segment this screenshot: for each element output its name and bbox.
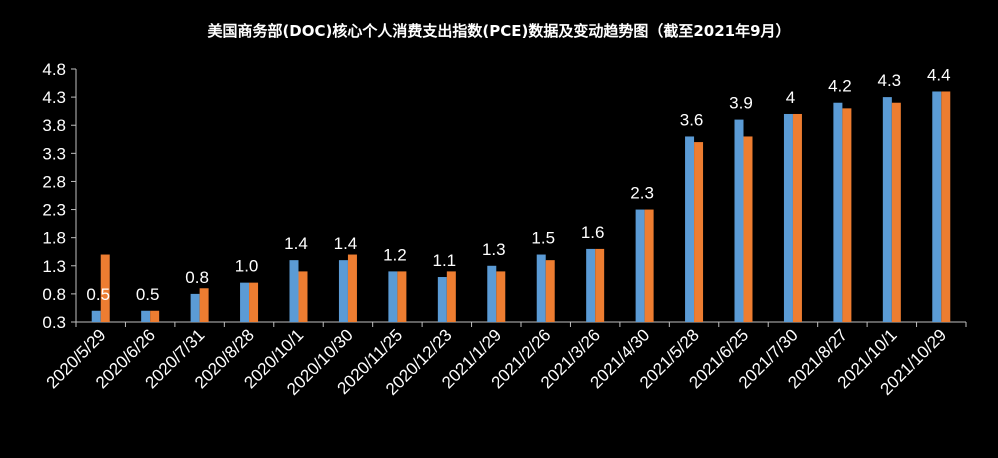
- data-label: 0.5: [86, 285, 110, 304]
- bar-series-2: [941, 91, 951, 322]
- bar-series-1: [289, 260, 299, 322]
- bar-series-1: [882, 97, 892, 322]
- data-label: 4.2: [828, 77, 852, 96]
- bar-series-2: [743, 136, 753, 322]
- bar-series-1: [141, 310, 151, 322]
- bar-series-2: [347, 254, 357, 322]
- bar-series-2: [694, 142, 704, 322]
- data-label: 0.8: [185, 268, 209, 287]
- y-tick-label: 1.3: [42, 257, 66, 276]
- bar-series-2: [842, 108, 852, 322]
- data-label: 1.3: [482, 240, 506, 259]
- bar-series-1: [536, 254, 546, 322]
- data-label: 1.0: [235, 257, 259, 276]
- y-tick-label: 0.8: [42, 285, 66, 304]
- bar-series-2: [792, 113, 802, 322]
- data-label: 3.6: [680, 110, 704, 129]
- data-label: 4: [786, 88, 795, 107]
- bar-series-1: [437, 277, 447, 322]
- bar-series-1: [388, 271, 398, 322]
- chart-title: 美国商务部(DOC)核心个人消费支出指数(PCE)数据及变动趋势图（截至2021…: [207, 22, 791, 40]
- data-label: 1.4: [334, 234, 358, 253]
- bar-series-2: [199, 288, 209, 322]
- y-tick-label: 2.8: [42, 172, 66, 191]
- data-label: 2.3: [630, 184, 654, 203]
- y-tick-label: 3.3: [42, 144, 66, 163]
- data-label: 1.4: [284, 234, 308, 253]
- bar-series-1: [635, 209, 645, 322]
- bar-series-2: [249, 282, 259, 322]
- data-label: 1.6: [581, 223, 605, 242]
- y-tick-label: 1.8: [42, 229, 66, 248]
- data-label: 0.5: [136, 285, 160, 304]
- bar-series-2: [298, 271, 308, 322]
- data-label: 1.5: [531, 229, 555, 248]
- data-label: 1.2: [383, 245, 407, 264]
- y-tick-label: 0.3: [42, 313, 66, 332]
- bar-series-1: [338, 260, 348, 322]
- data-label: 3.9: [729, 94, 753, 113]
- bar-series-1: [91, 310, 101, 322]
- bar-series-1: [240, 282, 250, 322]
- bar-series-2: [397, 271, 407, 322]
- bar-series-2: [100, 254, 110, 322]
- bar-series-1: [783, 113, 793, 322]
- bar-series-1: [932, 91, 942, 322]
- bar-series-2: [891, 102, 901, 322]
- bar-series-1: [190, 293, 200, 322]
- data-label: 1.1: [433, 251, 457, 270]
- y-tick-label: 4.8: [42, 60, 66, 79]
- y-tick-label: 2.3: [42, 201, 66, 220]
- bar-series-2: [150, 310, 160, 322]
- bar-series-1: [734, 119, 744, 322]
- bar-series-1: [586, 248, 596, 322]
- bar-series-1: [833, 102, 843, 322]
- data-label: 4.4: [927, 65, 951, 84]
- bar-series-2: [446, 271, 456, 322]
- bar-series-2: [496, 271, 506, 322]
- data-label: 4.3: [878, 71, 902, 90]
- bar-series-1: [487, 265, 497, 322]
- bar-series-2: [595, 248, 605, 322]
- y-tick-label: 4.3: [42, 88, 66, 107]
- bar-series-1: [685, 136, 695, 322]
- bar-series-2: [545, 260, 555, 322]
- y-tick-label: 3.8: [42, 116, 66, 135]
- bar-series-2: [644, 209, 654, 322]
